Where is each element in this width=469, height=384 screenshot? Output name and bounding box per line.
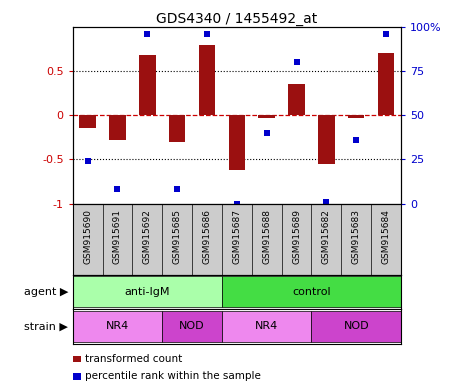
Point xyxy=(353,137,360,143)
Text: GSM915684: GSM915684 xyxy=(382,209,391,264)
Bar xyxy=(228,115,245,170)
Bar xyxy=(109,115,126,140)
Text: GSM915687: GSM915687 xyxy=(232,209,242,264)
Text: NR4: NR4 xyxy=(255,321,278,331)
Text: strain ▶: strain ▶ xyxy=(24,321,68,331)
Bar xyxy=(288,84,305,115)
Bar xyxy=(318,115,334,164)
Point xyxy=(174,186,181,192)
Point xyxy=(263,130,271,136)
Text: GSM915691: GSM915691 xyxy=(113,209,122,264)
Bar xyxy=(222,276,401,307)
Text: anti-IgM: anti-IgM xyxy=(125,287,170,297)
Bar xyxy=(199,45,215,115)
Bar xyxy=(79,115,96,128)
Text: GSM915682: GSM915682 xyxy=(322,209,331,264)
Bar xyxy=(348,115,364,118)
Point xyxy=(382,31,390,37)
Text: GSM915683: GSM915683 xyxy=(352,209,361,264)
Text: GSM915686: GSM915686 xyxy=(203,209,212,264)
Bar xyxy=(139,55,156,115)
Bar xyxy=(222,311,311,342)
Text: NOD: NOD xyxy=(343,321,369,331)
Text: GSM915692: GSM915692 xyxy=(143,209,152,264)
Bar xyxy=(258,115,275,118)
Text: control: control xyxy=(292,287,331,297)
Bar xyxy=(378,53,394,115)
Text: NOD: NOD xyxy=(179,321,205,331)
Point xyxy=(323,199,330,205)
Point xyxy=(233,200,241,207)
Text: agent ▶: agent ▶ xyxy=(23,287,68,297)
Bar xyxy=(169,115,185,142)
Text: GSM915685: GSM915685 xyxy=(173,209,182,264)
Point xyxy=(113,186,121,192)
Bar xyxy=(311,311,401,342)
Text: NR4: NR4 xyxy=(106,321,129,331)
Point xyxy=(293,59,300,65)
Text: GSM915690: GSM915690 xyxy=(83,209,92,264)
Text: GSM915689: GSM915689 xyxy=(292,209,301,264)
Point xyxy=(203,31,211,37)
Bar xyxy=(162,311,222,342)
Title: GDS4340 / 1455492_at: GDS4340 / 1455492_at xyxy=(156,12,318,26)
Point xyxy=(84,158,91,164)
Text: percentile rank within the sample: percentile rank within the sample xyxy=(85,371,261,381)
Text: GSM915688: GSM915688 xyxy=(262,209,271,264)
Bar xyxy=(73,311,162,342)
Point xyxy=(144,31,151,37)
Text: transformed count: transformed count xyxy=(85,354,182,364)
Bar xyxy=(73,276,222,307)
